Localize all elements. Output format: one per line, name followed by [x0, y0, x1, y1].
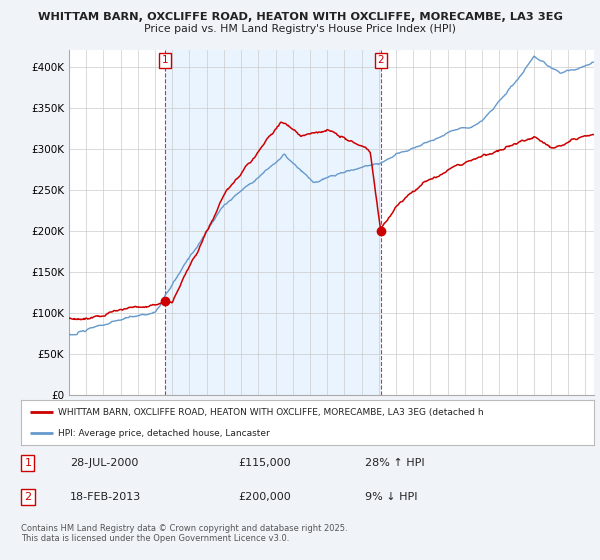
Text: WHITTAM BARN, OXCLIFFE ROAD, HEATON WITH OXCLIFFE, MORECAMBE, LA3 3EG (detached : WHITTAM BARN, OXCLIFFE ROAD, HEATON WITH…: [58, 408, 484, 417]
Text: £200,000: £200,000: [239, 492, 292, 502]
Text: 28% ↑ HPI: 28% ↑ HPI: [365, 458, 424, 468]
Text: 9% ↓ HPI: 9% ↓ HPI: [365, 492, 418, 502]
Text: Price paid vs. HM Land Registry's House Price Index (HPI): Price paid vs. HM Land Registry's House …: [144, 24, 456, 34]
Text: 18-FEB-2013: 18-FEB-2013: [70, 492, 141, 502]
Text: 1: 1: [25, 458, 31, 468]
Text: WHITTAM BARN, OXCLIFFE ROAD, HEATON WITH OXCLIFFE, MORECAMBE, LA3 3EG: WHITTAM BARN, OXCLIFFE ROAD, HEATON WITH…: [38, 12, 562, 22]
Text: 28-JUL-2000: 28-JUL-2000: [70, 458, 138, 468]
Text: 1: 1: [161, 55, 168, 66]
Bar: [165, 50, 381, 395]
Text: Contains HM Land Registry data © Crown copyright and database right 2025.
This d: Contains HM Land Registry data © Crown c…: [21, 524, 347, 543]
Text: HPI: Average price, detached house, Lancaster: HPI: Average price, detached house, Lanc…: [58, 428, 270, 437]
Text: 2: 2: [25, 492, 31, 502]
Text: £115,000: £115,000: [239, 458, 292, 468]
Text: 2: 2: [377, 55, 384, 66]
